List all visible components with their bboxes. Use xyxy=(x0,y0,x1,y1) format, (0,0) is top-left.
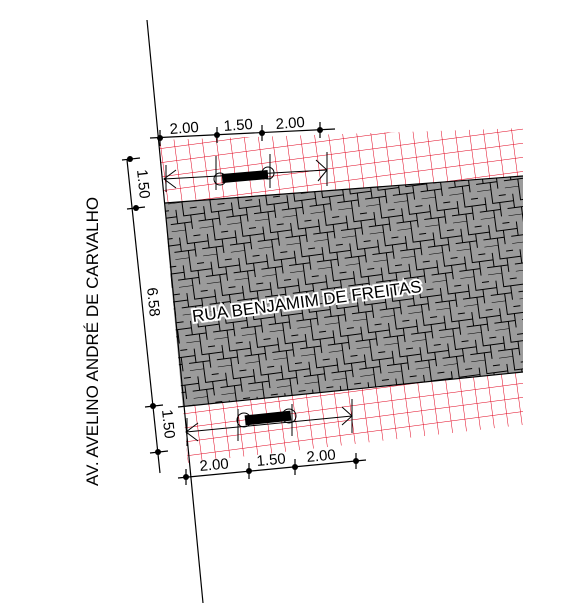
dimension-tick-dot xyxy=(214,132,220,138)
dimension-tick-dot xyxy=(292,464,298,470)
dimension-tick-dot xyxy=(127,156,133,162)
roadway xyxy=(165,176,523,407)
bottom-segment-3-label: 2.00 xyxy=(306,447,337,466)
bottom-sidewalk-width-label: 1.50 xyxy=(158,409,178,440)
curb-line-bottom xyxy=(177,371,524,408)
top-segment-3-label: 2.00 xyxy=(275,114,305,133)
bottom-segment-2-label: 1.50 xyxy=(256,451,287,470)
top-segment-2-label: 1.50 xyxy=(223,116,253,135)
sidewalk-bottom-marker-circle-right xyxy=(281,408,297,424)
dimension-tick-dot xyxy=(353,458,359,464)
top-sidewalk-width-label: 1.50 xyxy=(133,169,153,200)
dimension-tick-dot xyxy=(133,205,139,211)
sidewalk-top-marker-bar xyxy=(221,170,269,183)
sidewalk-top-marker-circle-right xyxy=(261,166,275,180)
roadway-width-label: 6.58 xyxy=(143,287,163,318)
sidewalk-bottom-marker-circle-left xyxy=(236,412,252,428)
avenue-name-label: AV. AVELINO ANDRÉ DE CARVALHO xyxy=(83,197,102,486)
top-segment-1-label: 2.00 xyxy=(169,119,199,138)
dimension-tick-dot xyxy=(150,403,156,409)
dimension-tick-dot xyxy=(157,135,163,141)
curb-line-top xyxy=(164,175,524,204)
sidewalk-top xyxy=(158,128,523,203)
sidewalk-bottom-guide-lines xyxy=(185,399,353,446)
dimension-tick-dot xyxy=(246,468,252,474)
sidewalk-top-marker-circle-left xyxy=(213,172,227,186)
dimension-tick-dot xyxy=(317,127,323,133)
bottom-segment-1-label: 2.00 xyxy=(199,456,230,475)
sidewalk-bottom-marker-bar xyxy=(244,410,292,426)
dimension-tick-dot xyxy=(155,449,161,455)
avenue-edge-line xyxy=(146,19,204,604)
dimension-tick-dot xyxy=(183,474,189,480)
dimension-tick-dot xyxy=(259,130,265,136)
